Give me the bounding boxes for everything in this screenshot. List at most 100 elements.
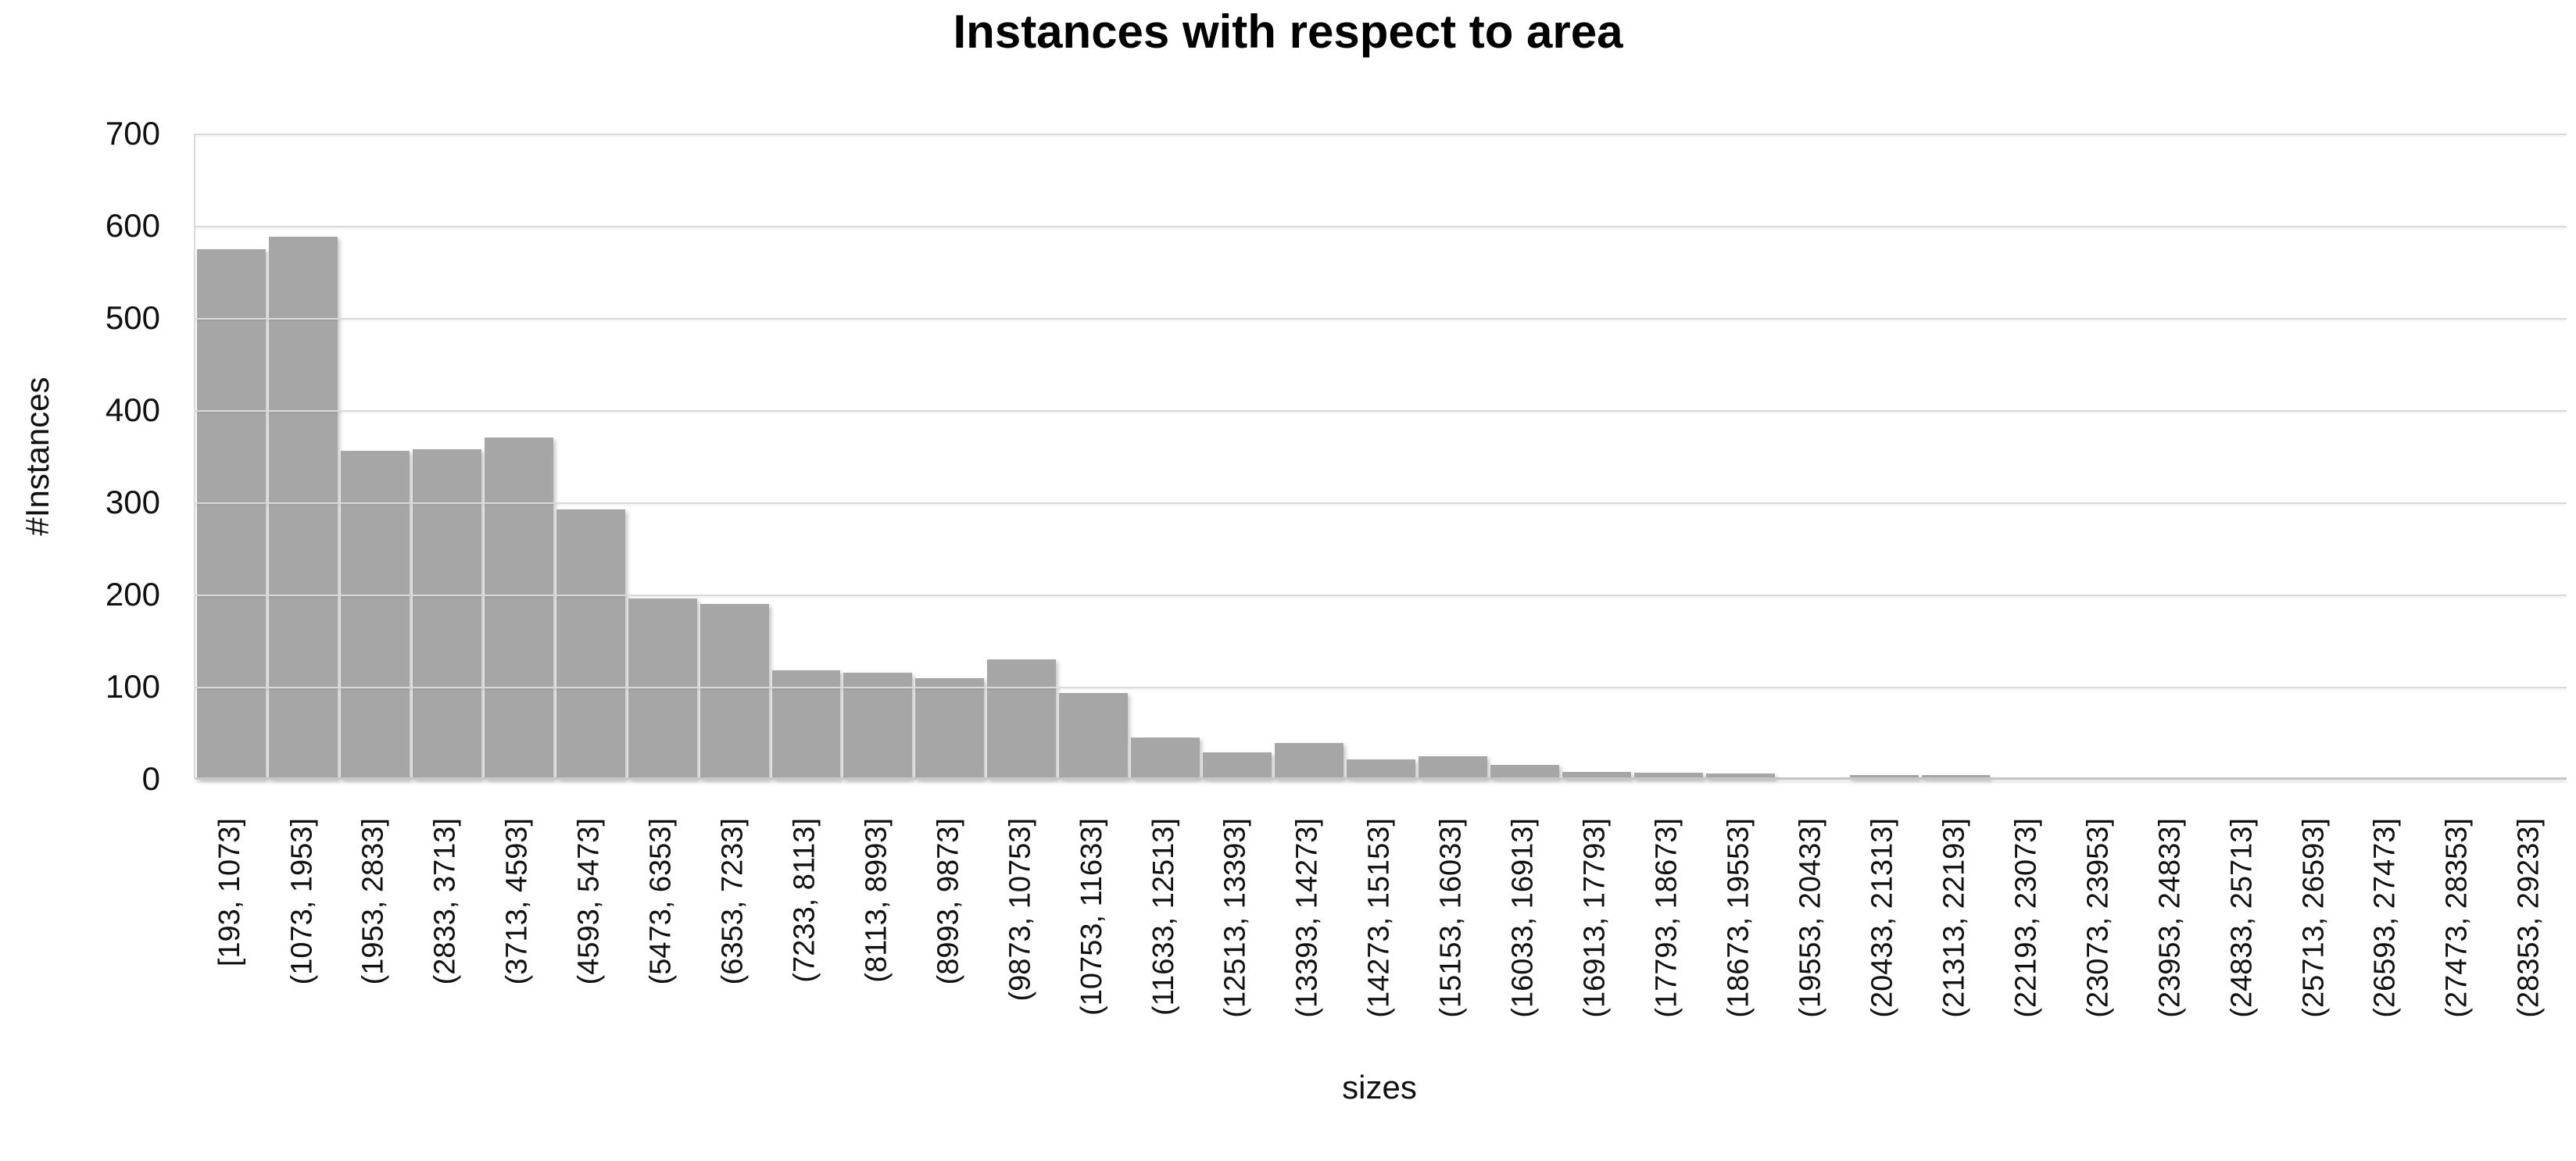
bar-(6353, 7233] (699, 603, 769, 779)
bar-slot (1633, 134, 1705, 779)
x-tick-label-1: (1073, 1953] (284, 818, 318, 985)
gridline-y600 (195, 226, 2567, 227)
x-tick-label-8: (7233, 8113] (788, 818, 821, 983)
bar-(4593, 5473] (556, 509, 625, 779)
x-tick-label-13: (11633, 12513] (1147, 818, 1181, 1016)
bar-slot (339, 134, 411, 779)
x-axis-line (195, 777, 2567, 780)
bar-slot (771, 134, 843, 779)
bar-(1073, 1953] (268, 237, 338, 779)
x-tick-label-7: (6353, 7233] (716, 818, 750, 985)
x-tick-label-22: (19553, 20433] (1794, 818, 1827, 1018)
bar-slot (1201, 134, 1273, 779)
x-tick-label-20: (17793, 18673] (1650, 818, 1683, 1018)
x-tick-label-32: (28353, 29233] (2513, 818, 2546, 1018)
bar-slot (1129, 134, 1201, 779)
bar-(21313, 22193] (1921, 775, 1991, 779)
x-tick-label-9: (8113, 8993] (860, 818, 893, 983)
bar-slot (2063, 134, 2135, 779)
y-tick-label-0: 0 (141, 760, 160, 797)
x-tick-label-26: (23073, 23953] (2081, 818, 2115, 1018)
x-tick-label-14: (12513, 13393] (1219, 818, 1253, 1018)
x-axis-title: sizes (1342, 1069, 1417, 1106)
bar-slot (1417, 134, 1489, 779)
bar-(2833, 3713] (412, 448, 481, 779)
bar-slot (1705, 134, 1776, 779)
bar-(16033, 16913] (1490, 765, 1559, 779)
y-tick-label-700: 700 (105, 115, 160, 152)
bar-(17793, 18673] (1633, 772, 1703, 779)
bar-slot (1273, 134, 1345, 779)
bar-(15153, 16033] (1418, 756, 1487, 779)
bar-(14273, 15153] (1347, 759, 1415, 779)
gridline-y200 (195, 595, 2567, 596)
bar-slot (2351, 134, 2423, 779)
x-tick-label-21: (18673, 19553] (1722, 818, 1755, 1018)
x-tick-label-28: (24833, 25713] (2225, 818, 2259, 1018)
bar-slot (699, 134, 771, 779)
gridline-y700 (195, 134, 2567, 135)
x-tick-label-25: (22193, 23073] (2009, 818, 2043, 1018)
x-tick-label-3: (2833, 3713] (428, 818, 462, 985)
x-tick-label-19: (16913, 17793] (1578, 818, 1612, 1018)
bar-(16913, 17793] (1562, 771, 1631, 779)
y-tick-label-200: 200 (105, 576, 160, 613)
y-tick-label-100: 100 (105, 668, 160, 705)
bar-slot (1561, 134, 1633, 779)
x-tick-label-5: (4593, 5473] (572, 818, 606, 985)
bar-slot (195, 134, 267, 779)
gridline-y100 (195, 687, 2567, 688)
gridline-y400 (195, 410, 2567, 412)
x-tick-label-16: (14273, 15153] (1363, 818, 1396, 1018)
bar-slot (2279, 134, 2351, 779)
bar-slot (411, 134, 483, 779)
bar-slot (914, 134, 986, 779)
bar-(5473, 6353] (628, 598, 697, 779)
bar-slot (986, 134, 1057, 779)
bar-(3713, 4593] (484, 438, 553, 779)
bar-(18673, 19553] (1705, 773, 1775, 779)
bar-slot (1776, 134, 1848, 779)
gridline-y500 (195, 318, 2567, 320)
bar-slot (2423, 134, 2495, 779)
x-tick-label-24: (21313, 22193] (1937, 818, 1971, 1018)
bar-slot (627, 134, 699, 779)
bar-slot (1920, 134, 1992, 779)
bar-(8113, 8993] (843, 673, 913, 779)
plot-area (194, 134, 2567, 780)
x-tick-label-6: (5473, 6353] (644, 818, 678, 985)
bar-slot (842, 134, 914, 779)
x-tick-label-0: [193, 1073] (213, 818, 246, 967)
bar-(1953, 2833] (340, 450, 410, 779)
y-tick-label-400: 400 (105, 391, 160, 428)
x-tick-label-29: (25713, 26593] (2297, 818, 2331, 1018)
x-tick-label-23: (20433, 21313] (1866, 818, 1899, 1018)
bar-(20433, 21313] (1849, 775, 1919, 779)
x-tick-label-30: (26593, 27473] (2369, 818, 2402, 1018)
bar-(12513, 13393] (1203, 752, 1272, 779)
x-tick-label-18: (16033, 16913] (1506, 818, 1540, 1018)
bar-(13393, 14273] (1275, 742, 1343, 779)
bar-(11633, 12513] (1131, 737, 1200, 779)
bar-slot (1991, 134, 2063, 779)
bar-slot (2495, 134, 2567, 779)
bar-slot (1345, 134, 1417, 779)
bar-(10753, 11633] (1059, 693, 1129, 779)
x-tick-label-10: (8993, 9873] (932, 818, 965, 985)
bar-slot (1848, 134, 1920, 779)
y-tick-label-600: 600 (105, 207, 160, 244)
gridline-y300 (195, 502, 2567, 504)
x-tick-label-2: (1953, 2833] (356, 818, 390, 985)
bar-slot (1489, 134, 1561, 779)
x-tick-label-15: (13393, 14273] (1291, 818, 1325, 1018)
bar-slot (1057, 134, 1129, 779)
x-tick-label-31: (27473, 28353] (2441, 818, 2474, 1018)
bar-series (195, 134, 2567, 779)
bar-slot (483, 134, 555, 779)
x-tick-label-4: (3713, 4593] (500, 818, 534, 985)
x-tick-label-11: (9873, 10753] (1004, 818, 1037, 1002)
bar-slot (2135, 134, 2207, 779)
bar-slot (267, 134, 339, 779)
bar-(8993, 9873] (915, 678, 985, 779)
